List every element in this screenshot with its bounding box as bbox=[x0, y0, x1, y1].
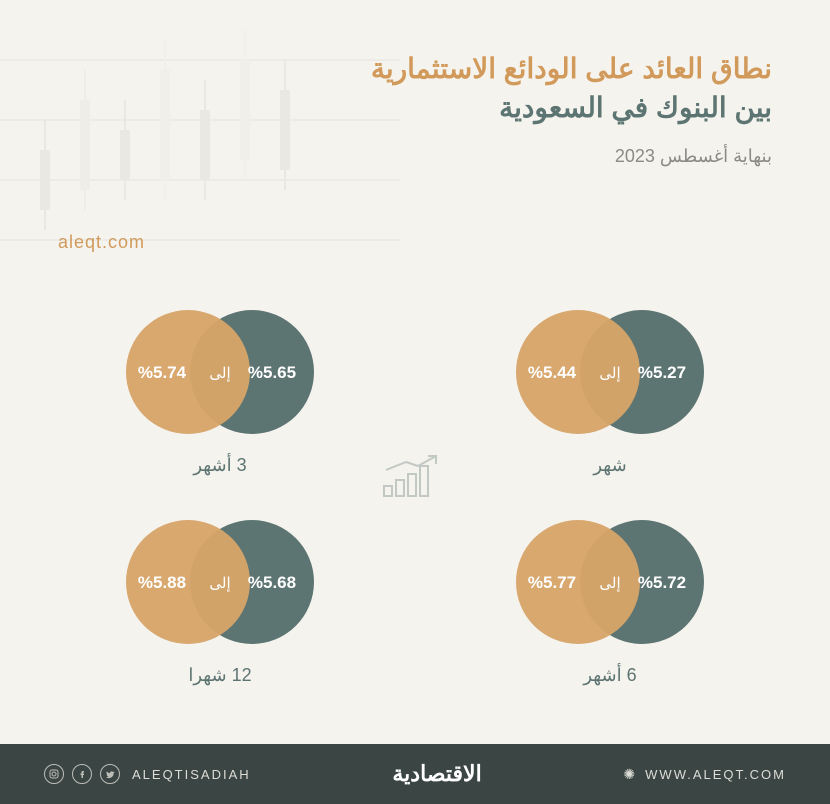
instagram-icon bbox=[44, 764, 64, 784]
website-url: WWW.ALEQT.COM bbox=[645, 767, 786, 782]
footer-right: ✺ WWW.ALEQT.COM bbox=[623, 766, 786, 783]
low-value: %5.65 bbox=[248, 363, 296, 382]
facebook-icon bbox=[72, 764, 92, 784]
mid-label: إلى bbox=[209, 575, 230, 592]
mid-label: إلى bbox=[209, 365, 230, 382]
period-label: 3 أشهر bbox=[90, 455, 350, 476]
mid-label: إلى bbox=[599, 365, 620, 382]
title-line-1: نطاق العائد على الودائع الاستثمارية bbox=[371, 52, 772, 85]
venn-6-months: %5.72 %5.77 إلى 6 أشهر bbox=[480, 510, 740, 680]
high-value: %5.44 bbox=[528, 363, 577, 382]
growth-icon bbox=[378, 452, 448, 502]
social-icons bbox=[44, 764, 120, 784]
footer: ALEQTISADIAH الاقتصادية ✺ WWW.ALEQT.COM bbox=[0, 744, 830, 804]
brand-name: الاقتصادية bbox=[392, 761, 481, 787]
period-label: 12 شهرا bbox=[90, 665, 350, 686]
high-value: %5.88 bbox=[138, 573, 186, 592]
gear-icon: ✺ bbox=[623, 766, 635, 783]
venn-1-month: %5.27 %5.44 إلى شهر bbox=[480, 300, 740, 470]
period-label: شهر bbox=[480, 455, 740, 476]
subtitle: بنهاية أغسطس 2023 bbox=[371, 146, 772, 167]
social-handle: ALEQTISADIAH bbox=[132, 767, 251, 782]
low-value: %5.72 bbox=[638, 573, 686, 592]
high-value: %5.77 bbox=[528, 573, 576, 592]
high-value: %5.74 bbox=[138, 363, 187, 382]
mid-label: إلى bbox=[599, 575, 620, 592]
twitter-icon bbox=[100, 764, 120, 784]
low-value: %5.27 bbox=[638, 363, 686, 382]
period-label: 6 أشهر bbox=[480, 665, 740, 686]
watermark: aleqt.com bbox=[58, 232, 145, 253]
low-value: %5.68 bbox=[248, 573, 296, 592]
venn-12-months: %5.68 %5.88 إلى 12 شهرا bbox=[90, 510, 350, 680]
header: نطاق العائد على الودائع الاستثمارية بين … bbox=[371, 52, 772, 167]
title-line-2: بين البنوك في السعودية bbox=[371, 91, 772, 124]
footer-left: ALEQTISADIAH bbox=[44, 764, 251, 784]
venn-3-months: %5.65 %5.74 إلى 3 أشهر bbox=[90, 300, 350, 470]
venn-grid: %5.27 %5.44 إلى شهر %5.65 %5.74 إلى 3 أش… bbox=[0, 300, 830, 720]
